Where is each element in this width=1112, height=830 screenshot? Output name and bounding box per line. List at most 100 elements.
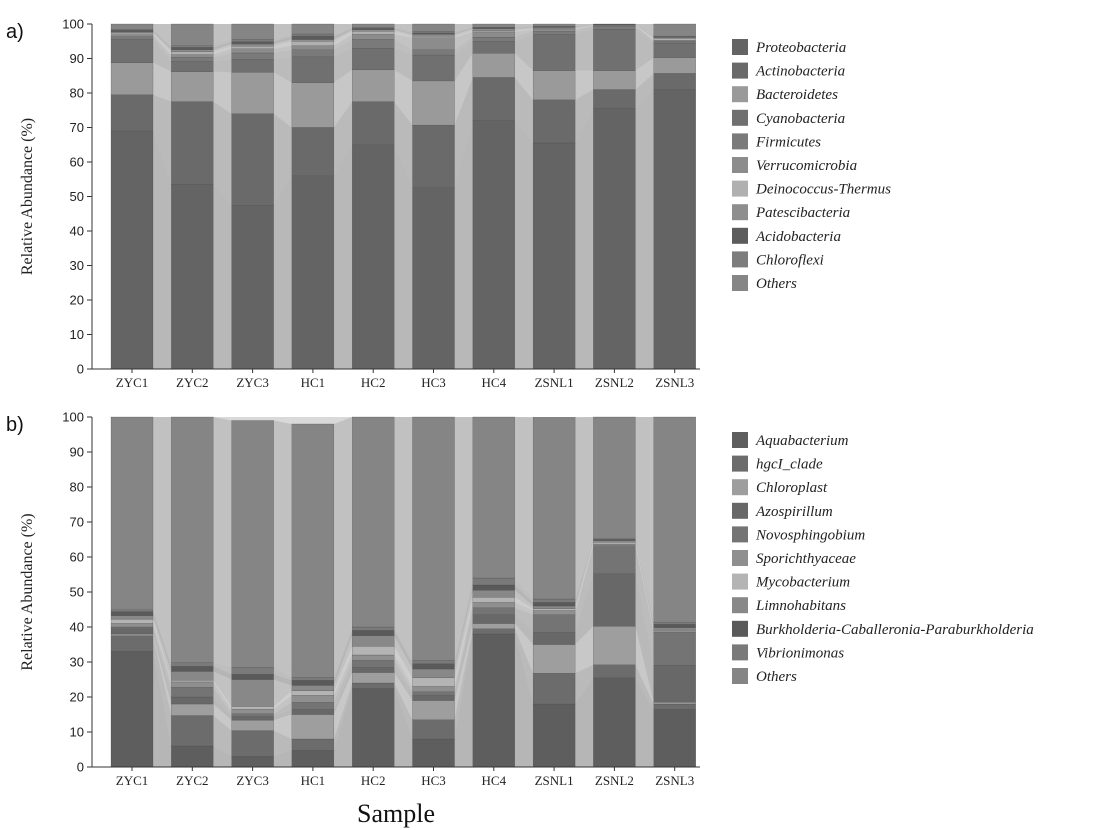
- flow-band: [635, 24, 654, 37]
- flow-band: [213, 681, 232, 714]
- flow-band: [153, 62, 172, 102]
- bar-segment: [532, 610, 576, 615]
- bar-segment: [653, 709, 696, 768]
- flow-band: [635, 677, 654, 767]
- bar-segment: [653, 632, 696, 666]
- bar-segment: [352, 31, 395, 35]
- bar-segment: [593, 29, 636, 71]
- legend-swatch: [732, 62, 748, 79]
- flow-band: [454, 24, 473, 32]
- flow-band: [394, 28, 413, 35]
- y-tick-label: 90: [70, 51, 84, 66]
- legend-label: Proteobacteria: [755, 40, 846, 56]
- bar-segment: [291, 738, 335, 751]
- legend-label: Firmicutes: [755, 134, 821, 150]
- flow-band: [333, 655, 353, 703]
- legend-label: Patescibacteria: [755, 205, 850, 221]
- bar-segment: [653, 40, 696, 42]
- bar-segment: [653, 73, 696, 90]
- bar-segment: [472, 614, 515, 624]
- bar-segment: [291, 127, 335, 176]
- bar-segment: [110, 130, 154, 370]
- bar-segment: [532, 23, 576, 27]
- bar-segment: [472, 31, 515, 38]
- flow-band: [575, 24, 594, 29]
- flow-band: [575, 29, 594, 71]
- flow-band: [635, 573, 654, 703]
- flow-band: [635, 57, 654, 90]
- bar-segment: [171, 687, 214, 698]
- legend-swatch: [732, 455, 748, 472]
- flow-band: [273, 39, 292, 47]
- legend-swatch: [732, 204, 748, 221]
- legend-swatch: [732, 227, 748, 244]
- bar-segment: [653, 703, 696, 710]
- flow-band: [333, 144, 353, 369]
- bar-segment: [352, 101, 395, 145]
- flow-band: [635, 540, 654, 630]
- flow-band: [273, 36, 292, 45]
- bar-segment: [171, 71, 214, 102]
- flow-band: [454, 53, 473, 126]
- flow-band: [273, 750, 292, 767]
- bar-segment: [352, 660, 395, 668]
- flow-band: [273, 714, 292, 739]
- flow-band: [273, 49, 292, 60]
- bar-segment: [412, 23, 455, 32]
- flow-band: [213, 697, 232, 721]
- flow-band: [635, 73, 654, 109]
- flow-band: [575, 573, 594, 645]
- flow-band: [514, 77, 534, 144]
- bar-segment: [653, 41, 696, 44]
- bar-segment: [171, 49, 214, 52]
- flow-band: [213, 715, 232, 757]
- flow-band: [394, 48, 413, 81]
- x-tick-label: HC1: [301, 375, 326, 390]
- y-tick-label: 100: [62, 17, 84, 32]
- flow-band: [394, 144, 413, 369]
- bar-segment: [412, 49, 455, 56]
- flow-band: [575, 539, 594, 606]
- bar-segment: [532, 28, 576, 30]
- bar-segment: [171, 680, 214, 683]
- bar-segment: [412, 738, 455, 768]
- x-tick-label: ZSNL3: [655, 773, 694, 788]
- flow-band: [514, 623, 534, 674]
- y-axis-title: Relative Abundance (%): [19, 513, 36, 670]
- bar-segment: [110, 609, 154, 612]
- y-tick-label: 70: [70, 515, 84, 530]
- bar-segment: [532, 99, 576, 144]
- flow-band: [213, 52, 232, 62]
- bar-segment: [472, 623, 515, 629]
- flow-band: [575, 538, 594, 603]
- legend-swatch: [732, 180, 748, 197]
- flow-band: [333, 29, 353, 42]
- flow-band: [635, 664, 654, 710]
- flow-band: [273, 702, 292, 717]
- bar-segment: [412, 34, 455, 37]
- bar-segment: [231, 674, 274, 680]
- bar-segment: [412, 700, 455, 720]
- y-tick-label: 30: [70, 655, 84, 670]
- bar-segment: [352, 69, 395, 102]
- flow-band: [394, 630, 413, 669]
- flow-band: [514, 34, 534, 71]
- legend-swatch: [732, 526, 748, 543]
- bar-segment: [231, 48, 274, 54]
- x-tick-label: HC2: [361, 375, 386, 390]
- bar-segment: [110, 651, 154, 768]
- flow-band: [333, 39, 353, 57]
- flow-band: [213, 44, 232, 52]
- bar-segment: [231, 52, 274, 60]
- bar-segment: [231, 730, 274, 757]
- bar-segment: [472, 120, 515, 370]
- flow-band: [394, 417, 413, 661]
- bar-segment: [291, 677, 335, 681]
- y-tick-label: 70: [70, 120, 84, 135]
- bar-segment: [171, 696, 214, 705]
- flow-band: [333, 672, 353, 739]
- bar-segment: [231, 205, 274, 370]
- flow-band: [153, 611, 172, 672]
- flow-band: [333, 24, 353, 35]
- bar-segment: [291, 39, 335, 42]
